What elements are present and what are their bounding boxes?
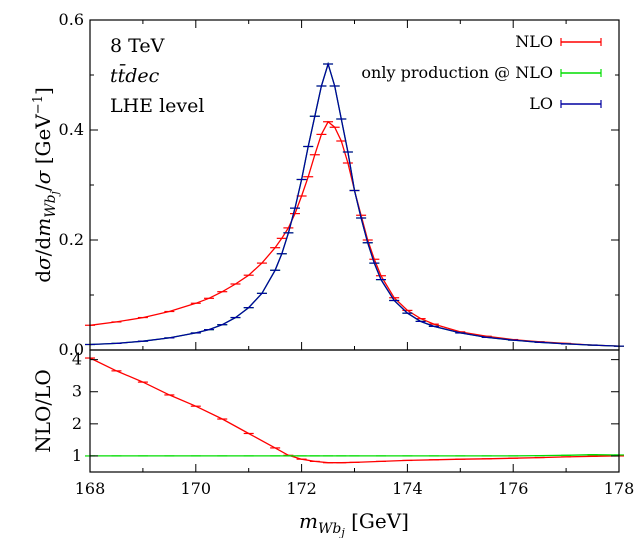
ratio-ytick-label-1: 2 bbox=[72, 414, 82, 433]
ratio-ytick-label-2: 3 bbox=[72, 382, 82, 401]
ratio-ytick-label-3: 4 bbox=[72, 350, 82, 369]
ylabel-unit-close: ] bbox=[31, 87, 55, 95]
legend-label-2: LO bbox=[529, 94, 553, 113]
xlabel-subsub: j bbox=[338, 526, 345, 538]
ylabel-unit-exp: −1 bbox=[31, 95, 46, 114]
ylabel-m: m bbox=[31, 218, 55, 237]
annotation-process: tt̄dec bbox=[110, 63, 160, 87]
xtick-label-1: 170 bbox=[181, 479, 212, 498]
xlabel-m: m bbox=[299, 509, 318, 533]
xlabel-subscript: Wb bbox=[318, 521, 341, 537]
ratio-ytick-label-0: 1 bbox=[72, 446, 82, 465]
annotation-level: LHE level bbox=[110, 95, 204, 117]
legend: NLO only production @ NLO LO bbox=[361, 32, 602, 113]
ratio-ylabel: NLO/LO bbox=[31, 369, 55, 453]
main-series-group bbox=[85, 61, 624, 347]
ratio-panel: 168 170 172 174 176 178 1 2 3 4 NLO/LO mWbj [GeV] bbox=[31, 349, 634, 538]
main-ylabel: dσ/dmWbj/σ [GeV−1] bbox=[31, 87, 61, 283]
ylabel-slash-d: /d bbox=[31, 237, 55, 257]
main-series-line-0 bbox=[89, 120, 620, 347]
xtick-label-3: 174 bbox=[392, 479, 423, 498]
ylabel-subsub: j bbox=[48, 190, 61, 197]
main-panel: 0.0 0.2 0.4 0.6 8 TeV tt̄dec LHE level NLO o… bbox=[31, 10, 624, 359]
ratio-series-line-0 bbox=[89, 357, 620, 464]
ylabel-subscript: Wb bbox=[43, 194, 59, 217]
xtick-label-2: 172 bbox=[286, 479, 317, 498]
xtick-label-4: 176 bbox=[498, 479, 529, 498]
main-series-line-2 bbox=[89, 61, 620, 347]
main-ytick-label-1: 0.2 bbox=[59, 230, 84, 249]
main-ytick-label-2: 0.4 bbox=[59, 120, 84, 139]
ylabel-slash-sigma: / bbox=[31, 184, 55, 191]
ratio-ticks: 168 170 172 174 176 178 1 2 3 4 bbox=[72, 350, 634, 498]
ratio-frame bbox=[89, 349, 620, 473]
main-ytick-label-0: 0.0 bbox=[59, 340, 84, 359]
legend-label-0: NLO bbox=[515, 32, 553, 51]
xlabel: mWbj [GeV] bbox=[299, 509, 409, 538]
ylabel-sigma-2: σ bbox=[31, 169, 55, 184]
annotation-energy: 8 TeV bbox=[110, 35, 165, 57]
main-ytick-label-3: 0.6 bbox=[59, 10, 84, 29]
legend-label-1: only production @ NLO bbox=[361, 63, 553, 82]
ylabel-d-sigma: d bbox=[31, 270, 55, 283]
ratio-series-group bbox=[85, 357, 624, 464]
xlabel-unit: [GeV] bbox=[345, 509, 409, 533]
ylabel-unit: [GeV bbox=[31, 114, 55, 171]
ylabel-sigma: σ bbox=[31, 255, 55, 270]
xtick-label-0: 168 bbox=[75, 479, 106, 498]
xtick-label-5: 178 bbox=[604, 479, 635, 498]
